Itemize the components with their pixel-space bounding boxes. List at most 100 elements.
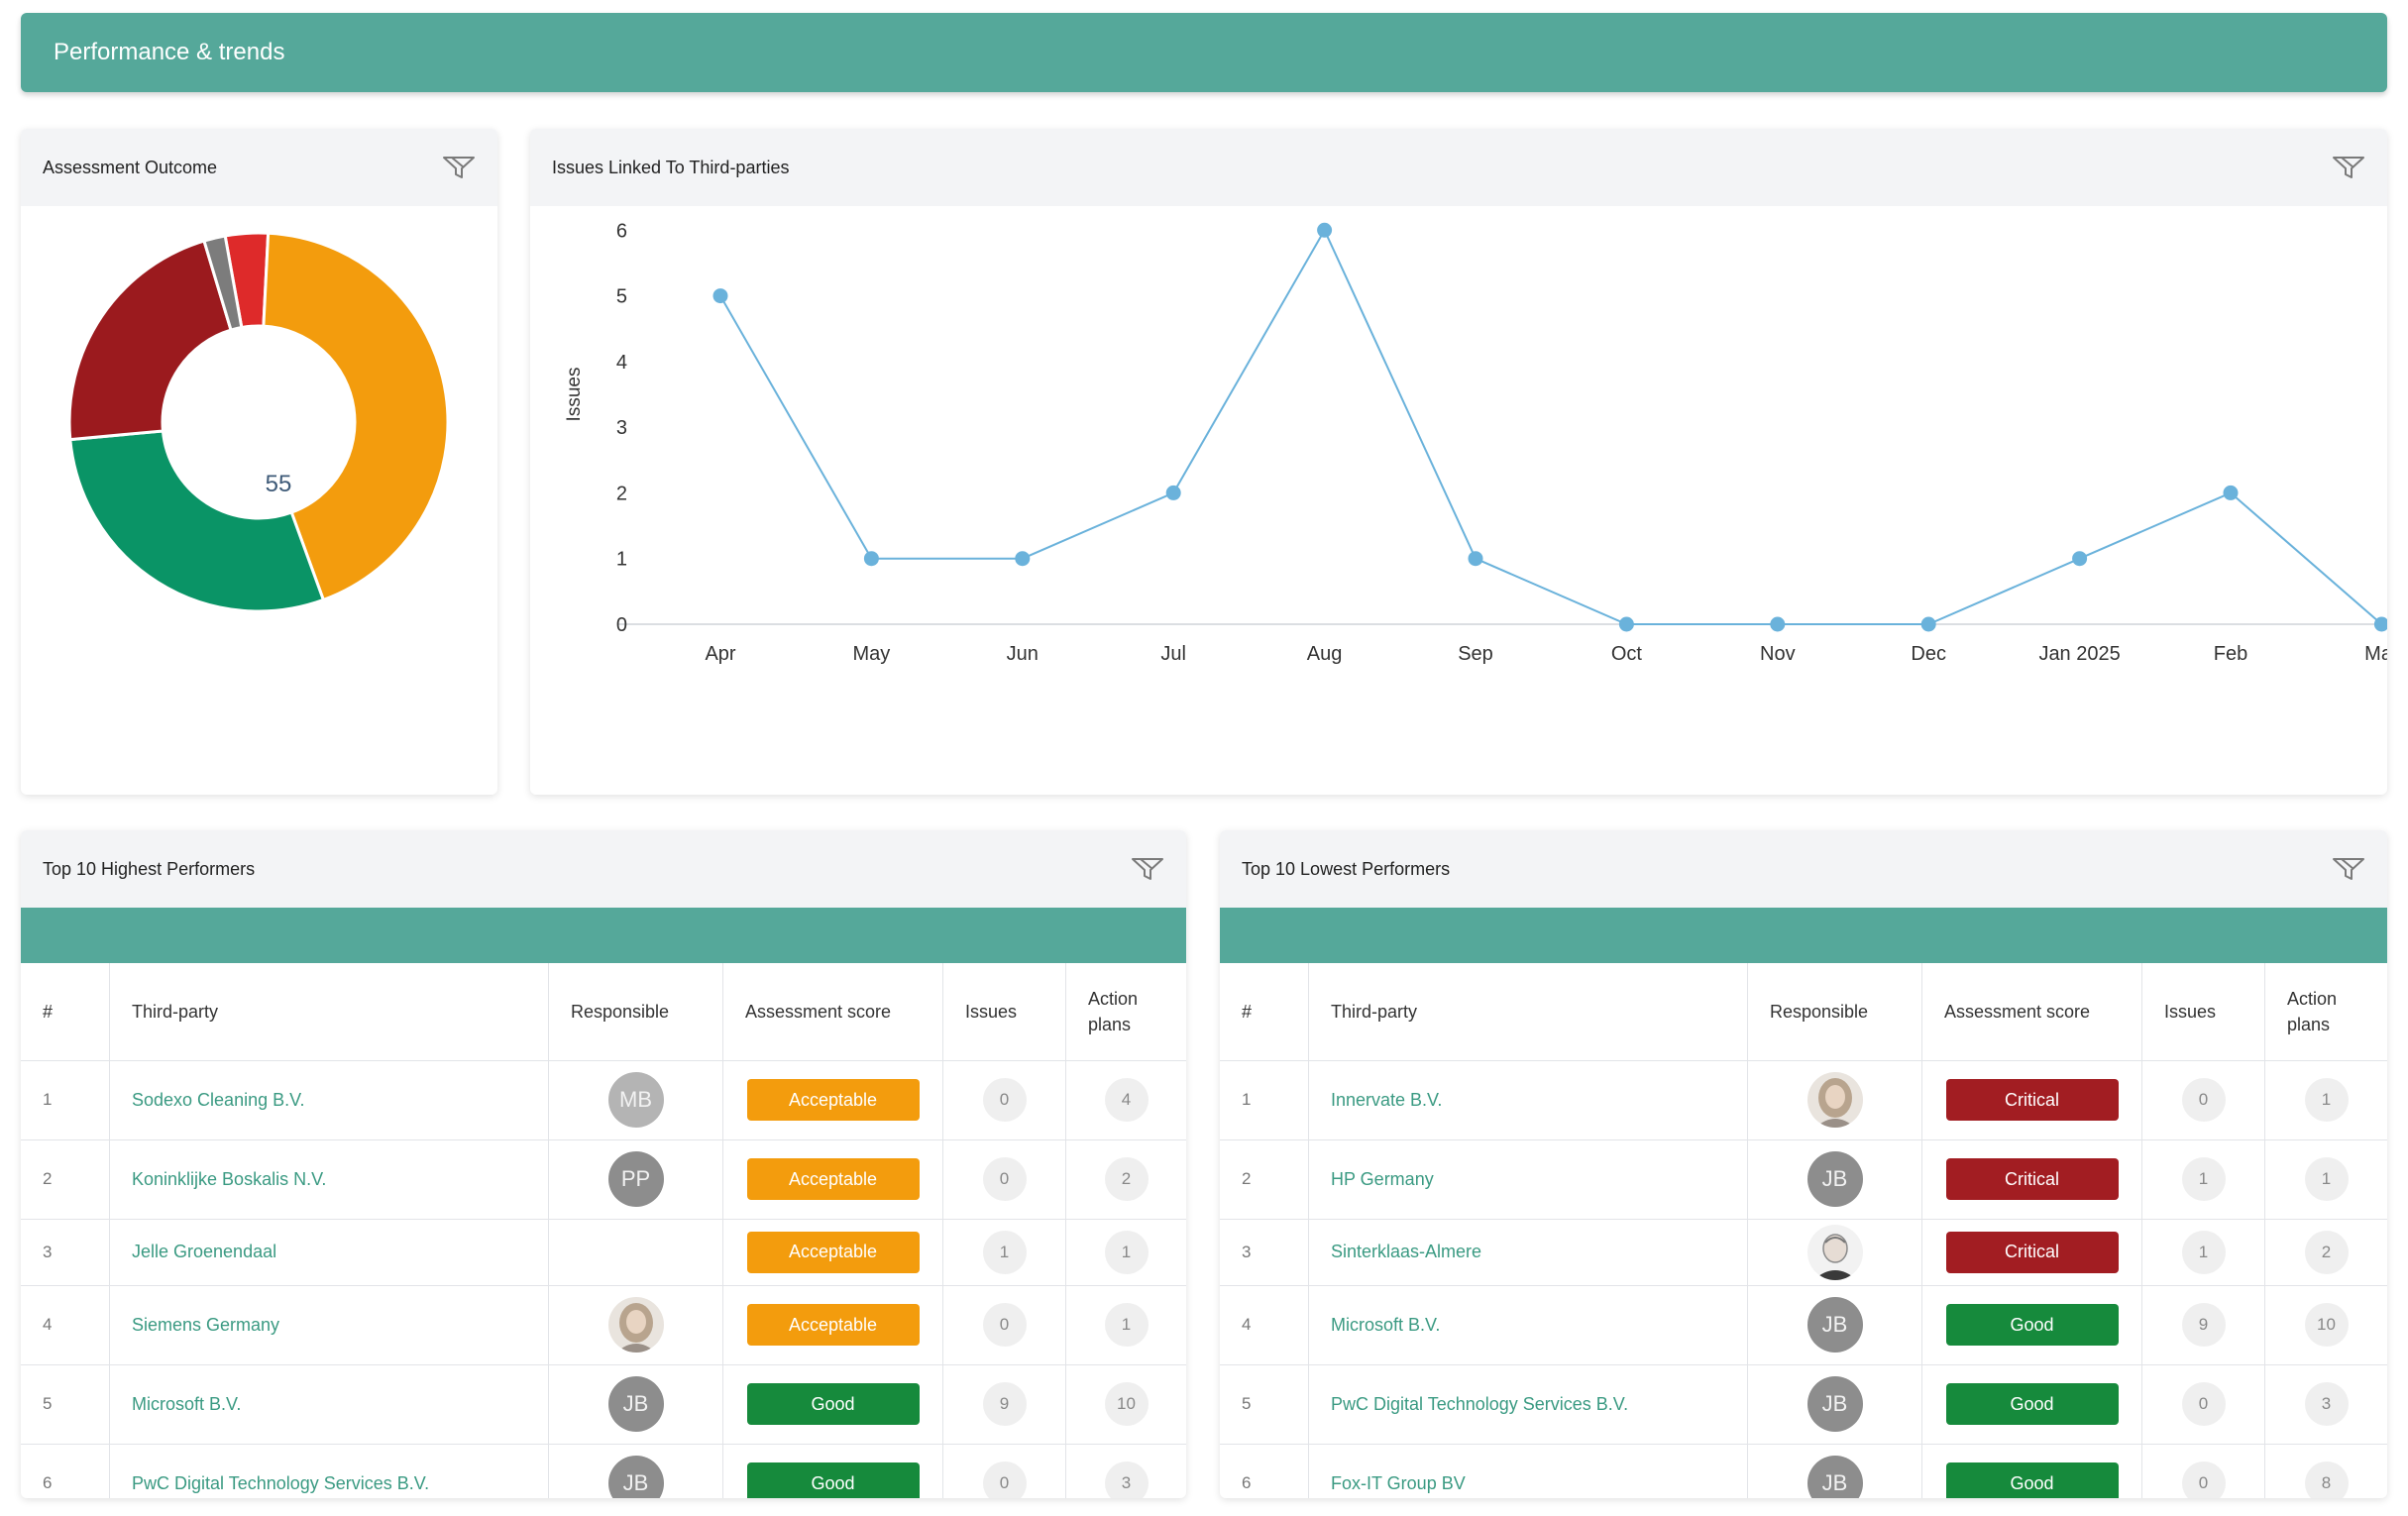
column-header-issues[interactable]: Issues <box>2142 963 2265 1060</box>
third-party-link[interactable]: Innervate B.V. <box>1331 1089 1443 1110</box>
third-party-link[interactable]: Jelle Groenendaal <box>132 1242 277 1261</box>
donut-slice[interactable] <box>67 239 233 442</box>
avatar[interactable]: JB <box>1806 1151 1863 1207</box>
avatar[interactable]: JB <box>1806 1297 1863 1353</box>
issues-count[interactable]: 0 <box>2181 1382 2226 1426</box>
assessment-score-badge[interactable]: Acceptable <box>746 1158 920 1200</box>
data-point[interactable] <box>1920 616 1936 632</box>
data-point[interactable] <box>1015 551 1031 567</box>
avatar[interactable]: JB <box>607 1456 664 1498</box>
assessment-score-badge[interactable]: Acceptable <box>746 1079 920 1121</box>
action-plans-count[interactable]: 3 <box>1104 1462 1149 1498</box>
table-row[interactable]: 1 Sodexo Cleaning B.V. MB Acceptable 0 4 <box>21 1060 1186 1140</box>
assessment-score-badge[interactable]: Acceptable <box>746 1304 920 1346</box>
table-row[interactable]: 3 Jelle Groenendaal Acceptable 1 1 <box>21 1219 1186 1286</box>
table-row[interactable]: 5 PwC Digital Technology Services B.V. JB G… <box>1220 1364 2387 1445</box>
action-plans-count[interactable]: 8 <box>2304 1462 2349 1498</box>
table-row[interactable]: 2 Koninklijke Boskalis N.V. PP Acceptable 0 2 <box>21 1139 1186 1220</box>
assessment-score-badge[interactable]: Good <box>1945 1383 2119 1425</box>
column-header-third-party[interactable]: Third-party <box>110 963 549 1060</box>
third-party-link[interactable]: Koninklijke Boskalis N.V. <box>132 1168 327 1189</box>
avatar[interactable]: JB <box>1806 1456 1863 1498</box>
action-plans-count[interactable]: 10 <box>1104 1382 1149 1426</box>
table-row[interactable]: 4 Siemens Germany Acceptable 0 1 <box>21 1285 1186 1365</box>
assessment-score-badge[interactable]: Good <box>1945 1462 2119 1498</box>
data-point[interactable] <box>712 288 728 304</box>
column-header-score[interactable]: Assessment score <box>723 963 943 1060</box>
data-point[interactable] <box>2223 485 2239 500</box>
issues-count[interactable]: 9 <box>2181 1303 2226 1347</box>
assessment-score-badge[interactable]: Critical <box>1945 1158 2119 1200</box>
table-row[interactable]: 4 Microsoft B.V. JB Good 9 10 <box>1220 1285 2387 1365</box>
table-row[interactable]: 5 Microsoft B.V. JB Good 9 10 <box>21 1364 1186 1445</box>
action-plans-count[interactable]: 1 <box>2304 1157 2349 1201</box>
action-plans-count[interactable]: 1 <box>1104 1303 1149 1347</box>
avatar[interactable]: JB <box>607 1376 664 1432</box>
column-header-responsible[interactable]: Responsible <box>1748 963 1922 1060</box>
data-point[interactable] <box>1618 616 1634 632</box>
issues-count[interactable]: 1 <box>2181 1230 2226 1274</box>
issues-count[interactable]: 0 <box>982 1462 1027 1498</box>
issues-count[interactable]: 0 <box>982 1157 1027 1201</box>
action-plans-count[interactable]: 2 <box>2304 1230 2349 1274</box>
avatar[interactable]: PP <box>607 1151 664 1207</box>
column-header-score[interactable]: Assessment score <box>1922 963 2142 1060</box>
assessment-score-badge[interactable]: Good <box>746 1383 920 1425</box>
issues-count[interactable]: 1 <box>982 1230 1027 1274</box>
issues-count[interactable]: 0 <box>982 1303 1027 1347</box>
assessment-score-badge[interactable]: Good <box>746 1462 920 1498</box>
issues-count[interactable]: 1 <box>2181 1157 2226 1201</box>
issues-count[interactable]: 0 <box>2181 1462 2226 1498</box>
table-row[interactable]: 2 HP Germany JB Critical 1 1 <box>1220 1139 2387 1220</box>
donut-slice[interactable] <box>262 231 450 602</box>
third-party-link[interactable]: HP Germany <box>1331 1168 1434 1189</box>
avatar[interactable]: MB <box>607 1072 664 1128</box>
action-plans-count[interactable]: 3 <box>2304 1382 2349 1426</box>
third-party-link[interactable]: PwC Digital Technology Services B.V. <box>132 1472 430 1493</box>
issues-count[interactable]: 9 <box>982 1382 1027 1426</box>
data-point[interactable] <box>1165 485 1181 500</box>
column-header-num[interactable]: # <box>1220 963 1309 1060</box>
column-header-action-plans[interactable]: Action plans <box>1088 989 1139 1034</box>
third-party-link[interactable]: Siemens Germany <box>132 1314 280 1335</box>
avatar[interactable]: JB <box>1806 1376 1863 1432</box>
data-point[interactable] <box>2072 551 2088 567</box>
filter-icon[interactable] <box>2332 155 2365 180</box>
third-party-link[interactable]: Sodexo Cleaning B.V. <box>132 1089 305 1110</box>
table-row[interactable]: 1 Innervate B.V. Critical 0 1 <box>1220 1060 2387 1140</box>
third-party-link[interactable]: Microsoft B.V. <box>132 1393 242 1414</box>
assessment-score-badge[interactable]: Critical <box>1945 1231 2119 1273</box>
table-row[interactable]: 6 Fox-IT Group BV JB Good 0 8 <box>1220 1444 2387 1498</box>
table-row[interactable]: 3 Sinterklaas-Almere Critical 1 2 <box>1220 1219 2387 1286</box>
column-header-num[interactable]: # <box>21 963 110 1060</box>
donut-slice[interactable] <box>202 234 244 332</box>
third-party-link[interactable]: PwC Digital Technology Services B.V. <box>1331 1393 1629 1414</box>
third-party-link[interactable]: Microsoft B.V. <box>1331 1314 1441 1335</box>
data-point[interactable] <box>1468 551 1483 567</box>
table-row[interactable]: 6 PwC Digital Technology Services B.V. JB G… <box>21 1444 1186 1498</box>
column-header-issues[interactable]: Issues <box>943 963 1066 1060</box>
column-header-responsible[interactable]: Responsible <box>549 963 723 1060</box>
donut-slice[interactable] <box>68 429 326 613</box>
column-header-action-plans[interactable]: Action plans <box>2287 989 2338 1034</box>
assessment-score-badge[interactable]: Good <box>1945 1304 2119 1346</box>
filter-icon[interactable] <box>2332 856 2365 882</box>
action-plans-count[interactable]: 2 <box>1104 1157 1149 1201</box>
filter-icon[interactable] <box>1131 856 1164 882</box>
action-plans-count[interactable]: 10 <box>2304 1303 2349 1347</box>
action-plans-count[interactable]: 4 <box>1104 1078 1149 1122</box>
data-point[interactable] <box>1317 222 1333 238</box>
action-plans-count[interactable]: 1 <box>2304 1078 2349 1122</box>
column-header-third-party[interactable]: Third-party <box>1309 963 1748 1060</box>
data-point[interactable] <box>1770 616 1786 632</box>
filter-icon[interactable] <box>442 155 476 180</box>
issues-count[interactable]: 0 <box>982 1078 1027 1122</box>
data-point[interactable] <box>863 551 879 567</box>
assessment-score-badge[interactable]: Critical <box>1945 1079 2119 1121</box>
assessment-score-badge[interactable]: Acceptable <box>746 1231 920 1273</box>
third-party-link[interactable]: Fox-IT Group BV <box>1331 1472 1466 1493</box>
third-party-link[interactable]: Sinterklaas-Almere <box>1331 1242 1482 1261</box>
issues-count[interactable]: 0 <box>2181 1078 2226 1122</box>
action-plans-count[interactable]: 1 <box>1104 1230 1149 1274</box>
data-point[interactable] <box>2373 616 2387 632</box>
